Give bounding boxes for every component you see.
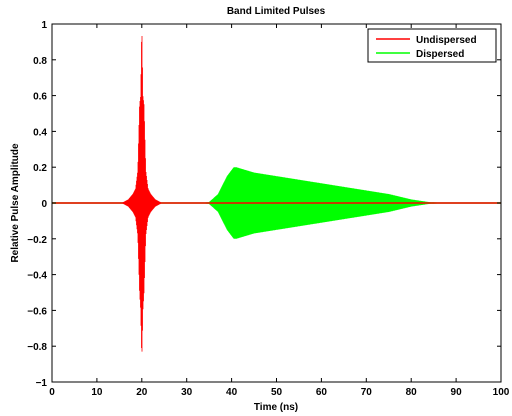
x-axis-label: Time (ns) [254,402,298,413]
series-undispersed [52,36,501,352]
x-tick-label: 30 [181,387,193,398]
x-tick-label: 60 [316,387,328,398]
y-axis-ticks: −1 −0.8 −0.6 −0.4 −0.2 0 0.2 0.4 0.6 0.8 1 [27,20,501,389]
x-tick-label: 100 [493,387,510,398]
y-axis-label: Relative Pulse Amplitude [10,143,21,263]
x-tick-label: 80 [406,387,418,398]
y-tick-label: −1 [36,378,48,389]
y-tick-label: 0.2 [33,163,47,174]
y-tick-label: 0.8 [33,56,47,67]
series-waveform-undispersed [121,36,162,352]
legend-label-dispersed: Dispersed [416,49,464,60]
legend: Undispersed Dispersed [367,28,497,63]
x-tick-label: 90 [451,387,463,398]
y-tick-label: 1 [41,20,47,31]
chart-title: Band Limited Pulses [227,6,326,17]
y-tick-label: −0.4 [27,271,47,282]
x-tick-label: 0 [49,387,55,398]
x-tick-label: 40 [226,387,238,398]
y-tick-label: −0.6 [27,306,47,317]
x-tick-label: 10 [91,387,103,398]
legend-label-undispersed: Undispersed [416,35,477,46]
legend-box [367,28,497,63]
plot-traces [52,36,501,352]
x-tick-label: 50 [271,387,283,398]
x-tick-label: 70 [361,387,373,398]
x-axis-ticks: 0 10 20 30 40 50 60 70 80 90 100 [49,24,510,398]
y-tick-label: −0.2 [27,235,47,246]
x-tick-label: 20 [136,387,148,398]
y-tick-label: 0.4 [33,127,47,138]
y-tick-label: 0 [41,199,47,210]
y-tick-label: 0.6 [33,92,47,103]
y-tick-label: −0.8 [27,342,47,353]
